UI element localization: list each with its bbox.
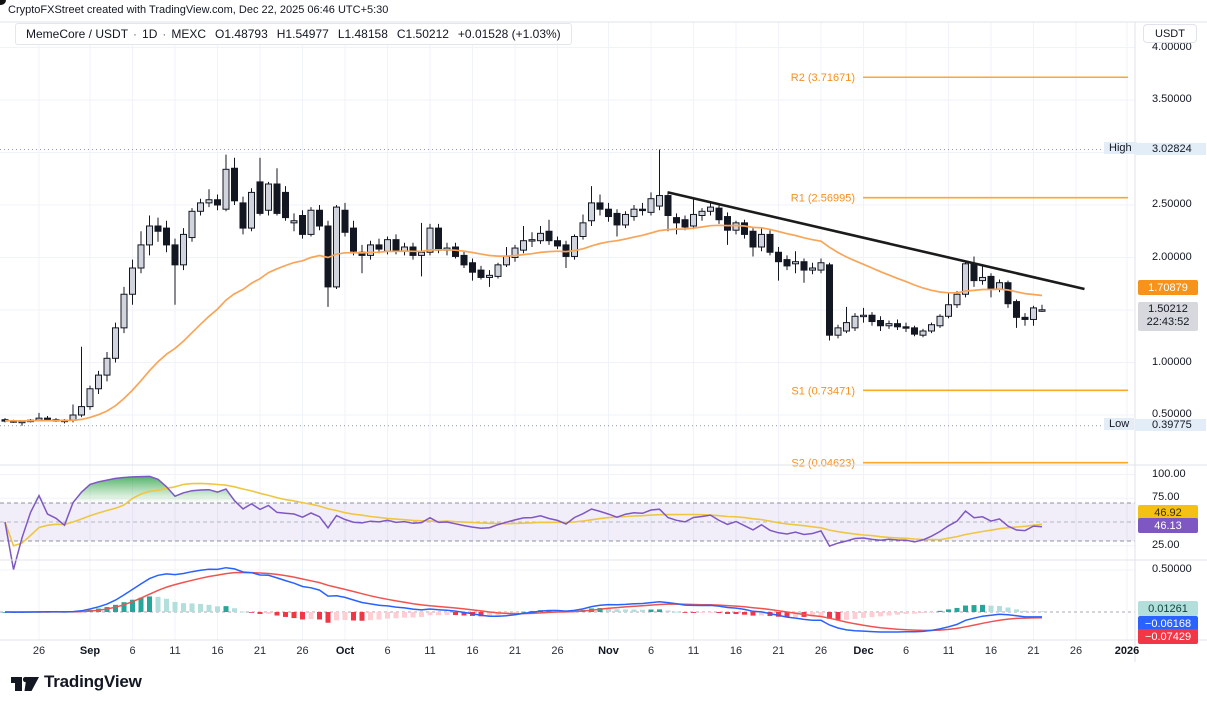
- time-axis-label: 16: [211, 645, 224, 657]
- legend-separator: ·: [133, 27, 138, 41]
- currency-unit-button[interactable]: USDT: [1143, 24, 1197, 43]
- footer: TradingView: [0, 662, 1207, 702]
- time-axis-label: 11: [424, 645, 436, 657]
- time-axis-label: 11: [687, 645, 700, 657]
- time-axis-major-label: Sep: [79, 645, 101, 657]
- price-tick-label: 75.00: [1152, 491, 1180, 504]
- pivot-label: R1 (2.56995): [791, 193, 855, 205]
- price-tick-label: 2.50000: [1152, 198, 1192, 210]
- ohlc-close: C1.50212: [396, 27, 449, 41]
- macd-histogram: [2, 596, 1045, 623]
- interval-label[interactable]: 1D: [142, 27, 158, 41]
- time-axis-label: 11: [169, 645, 181, 657]
- legend-separator: ·: [162, 27, 167, 41]
- time-axis-label: 6: [384, 645, 391, 657]
- last-price-value: 1.50212: [1148, 303, 1188, 316]
- descending-trendline[interactable]: [667, 191, 1085, 291]
- rsi-value-badge: 46.92: [1138, 505, 1198, 520]
- candles-layer: [1, 149, 1046, 426]
- time-axis-label: 26: [296, 645, 309, 657]
- price-tick-label: 2.00000: [1152, 250, 1192, 263]
- time-axis-major-label: Dec: [853, 645, 874, 657]
- macd-value-badge: 0.01261: [1138, 601, 1198, 616]
- high-tag: High: [1104, 141, 1137, 154]
- chart-area[interactable]: R2 (3.71671) R1 (2.56995) S1 (0.73471) S2 (…: [0, 0, 1207, 662]
- price-tick-label: 0.39775: [1135, 418, 1206, 431]
- price-tick-label: 0.50000: [1152, 563, 1192, 575]
- attribution-text: CryptoFXStreet created with TradingView.…: [8, 4, 389, 16]
- price-tick-label: 100.00: [1152, 467, 1186, 480]
- chart-canvas[interactable]: R2 (3.71671) R1 (2.56995) S1 (0.73471) S2 (…: [0, 0, 1207, 662]
- pivot-label: S2 (0.04623): [791, 458, 855, 470]
- time-axis-label: 21: [508, 645, 522, 657]
- time-axis-label: 26: [551, 645, 564, 657]
- bar-countdown: 22:43:52: [1146, 316, 1190, 329]
- macd-line[interactable]: [4, 566, 1042, 633]
- macd-value-badge: −0.06168: [1138, 616, 1198, 631]
- price-tick-label: 0.50000: [1152, 408, 1192, 420]
- symbol-name[interactable]: MemeCore / USDT: [26, 27, 129, 41]
- exchange-label: MEXC: [171, 27, 207, 41]
- time-axis-label: 6: [129, 645, 136, 657]
- time-axis-major-label: Oct: [335, 645, 355, 657]
- ma-value-badge: 1.70879: [1138, 280, 1198, 296]
- change-value: +0.01528 (+1.03%): [457, 27, 561, 41]
- price-tick-label: 3.50000: [1152, 93, 1192, 105]
- pivot-label: R2 (3.71671): [791, 72, 855, 84]
- ohlc-high: H1.54977: [276, 27, 329, 41]
- time-axis-label: 16: [984, 645, 998, 657]
- pivot-label: S1 (0.73471): [791, 385, 855, 397]
- tradingview-logo-icon[interactable]: [10, 672, 40, 696]
- price-tick-label: 1.00000: [1152, 355, 1192, 368]
- logo-fragment: [0, 0, 6, 5]
- tradingview-logo-text[interactable]: TradingView: [44, 672, 142, 691]
- low-tag: Low: [1104, 417, 1135, 430]
- rsi-ma-line[interactable]: [4, 482, 1043, 547]
- time-axis-label: 16: [729, 645, 743, 657]
- time-axis-label: 6: [647, 645, 655, 657]
- ohlc-open: O1.48793: [215, 27, 268, 41]
- moving-average-line[interactable]: [5, 224, 1043, 422]
- time-axis-label: 16: [466, 645, 479, 657]
- symbol-legend[interactable]: MemeCore / USDT · 1D · MEXC O1.48793 H1.…: [15, 23, 572, 45]
- rsi-overbought-fill: [5, 476, 1042, 503]
- time-axis-label: 6: [902, 645, 910, 657]
- time-axis-label: 26: [32, 645, 46, 657]
- rsi-line[interactable]: [4, 475, 1043, 570]
- time-axis-major-label: Nov: [598, 645, 619, 657]
- attribution-bar: CryptoFXStreet created with TradingView.…: [0, 0, 1207, 22]
- time-axis-label: 21: [1027, 645, 1040, 657]
- time-axis-major-label: 2026: [1114, 645, 1140, 657]
- time-axis-label: 21: [253, 645, 267, 657]
- ohlc-low: L1.48158: [337, 27, 388, 41]
- time-axis-label: 11: [942, 645, 955, 657]
- last-price-badge: 1.50212 22:43:52: [1138, 301, 1198, 331]
- time-axis-label: 26: [814, 645, 828, 657]
- rsi-value-badge: 46.13: [1138, 518, 1198, 533]
- macd-value-badge: −0.07429: [1138, 629, 1198, 644]
- price-tick-label: 3.02824: [1135, 142, 1206, 155]
- price-tick-label: 25.00: [1152, 538, 1180, 551]
- price-tick-label: 4.00000: [1152, 40, 1192, 53]
- time-axis-label: 21: [772, 645, 785, 657]
- time-axis-label: 26: [1069, 645, 1083, 657]
- macd-signal-line[interactable]: [5, 571, 1043, 632]
